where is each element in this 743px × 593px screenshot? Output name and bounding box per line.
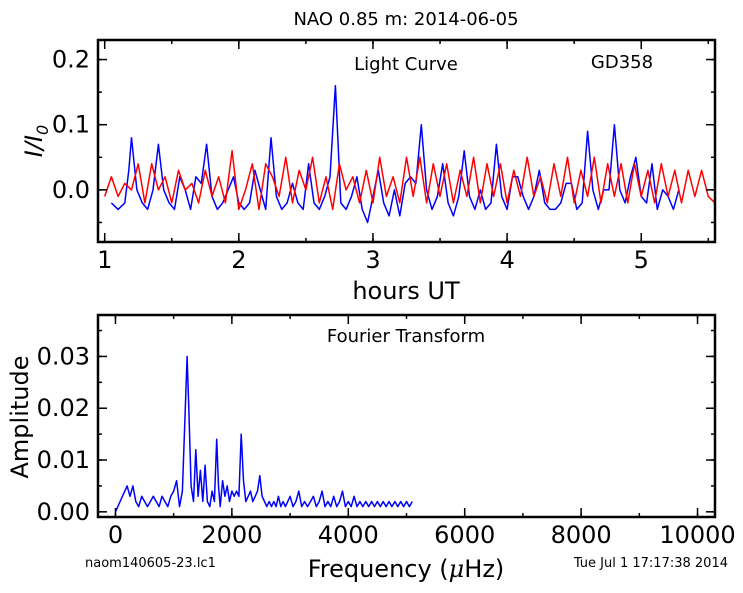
light-curve-series-line-1 xyxy=(103,150,716,211)
light-curve-xlabel: hours UT xyxy=(352,277,460,305)
fourier-xtick-label-0: 0 xyxy=(108,521,123,549)
light-curve-ytick-label-2: 0.2 xyxy=(52,46,90,74)
footer-timestamp: Tue Jul 1 17:17:38 2014 xyxy=(573,556,728,571)
light-curve-ticks: 1 2 3 4 5 0.0 0.1 0.2 xyxy=(52,40,715,274)
light-curve-ytick-label-1: 0.1 xyxy=(52,111,90,139)
fourier-ytick-label-2: 0.02 xyxy=(37,394,90,422)
footer-filename: naom140605-23.lc1 xyxy=(85,556,216,571)
light-curve-xtick-label-2: 3 xyxy=(365,246,380,274)
light-curve-series xyxy=(103,84,716,224)
light-curve-panel: 1 2 3 4 5 0.0 0.1 0.2 Light Curve GD358 hours U… xyxy=(20,38,717,305)
object-label: GD358 xyxy=(591,52,653,73)
fourier-xtick-label-2: 4000 xyxy=(318,521,379,549)
fourier-ytick-label-1: 0.01 xyxy=(37,446,90,474)
light-curve-xtick-label-0: 1 xyxy=(97,246,112,274)
fourier-xlabel: Frequency (μHz) xyxy=(308,555,505,583)
light-curve-xtick-label-1: 2 xyxy=(231,246,246,274)
fourier-ytick-label-0: 0.00 xyxy=(37,498,90,526)
fourier-xtick-label-1: 2000 xyxy=(201,521,262,549)
fourier-annotation: Fourier Transform xyxy=(327,326,485,347)
fourier-xtick-label-4: 8000 xyxy=(551,521,612,549)
light-curve-series-line-0 xyxy=(110,84,680,224)
light-curve-frame xyxy=(96,38,717,244)
fourier-series xyxy=(114,355,413,513)
fourier-ylabel: Amplitude xyxy=(6,356,34,479)
fourier-ticks: 0 2000 4000 6000 8000 10000 0.00 0.01 0.02 0.03 xyxy=(37,315,736,549)
light-curve-ytick-label-0: 0.0 xyxy=(52,176,90,204)
fourier-xtick-label-5: 10000 xyxy=(659,521,735,549)
figure-title: NAO 0.85 m: 2014-06-05 xyxy=(293,9,518,30)
light-curve-xtick-label-4: 5 xyxy=(634,246,649,274)
fourier-series-line-0 xyxy=(114,355,413,513)
light-curve-xtick-label-3: 4 xyxy=(499,246,514,274)
fourier-panel: 0 2000 4000 6000 8000 10000 0.00 0.01 0.02 0.03 F… xyxy=(6,313,736,583)
light-curve-ylabel: I/I0 xyxy=(20,125,52,157)
light-curve-annotation: Light Curve xyxy=(354,54,458,75)
fourier-xtick-label-3: 6000 xyxy=(434,521,495,549)
fourier-ytick-label-3: 0.03 xyxy=(37,342,90,370)
